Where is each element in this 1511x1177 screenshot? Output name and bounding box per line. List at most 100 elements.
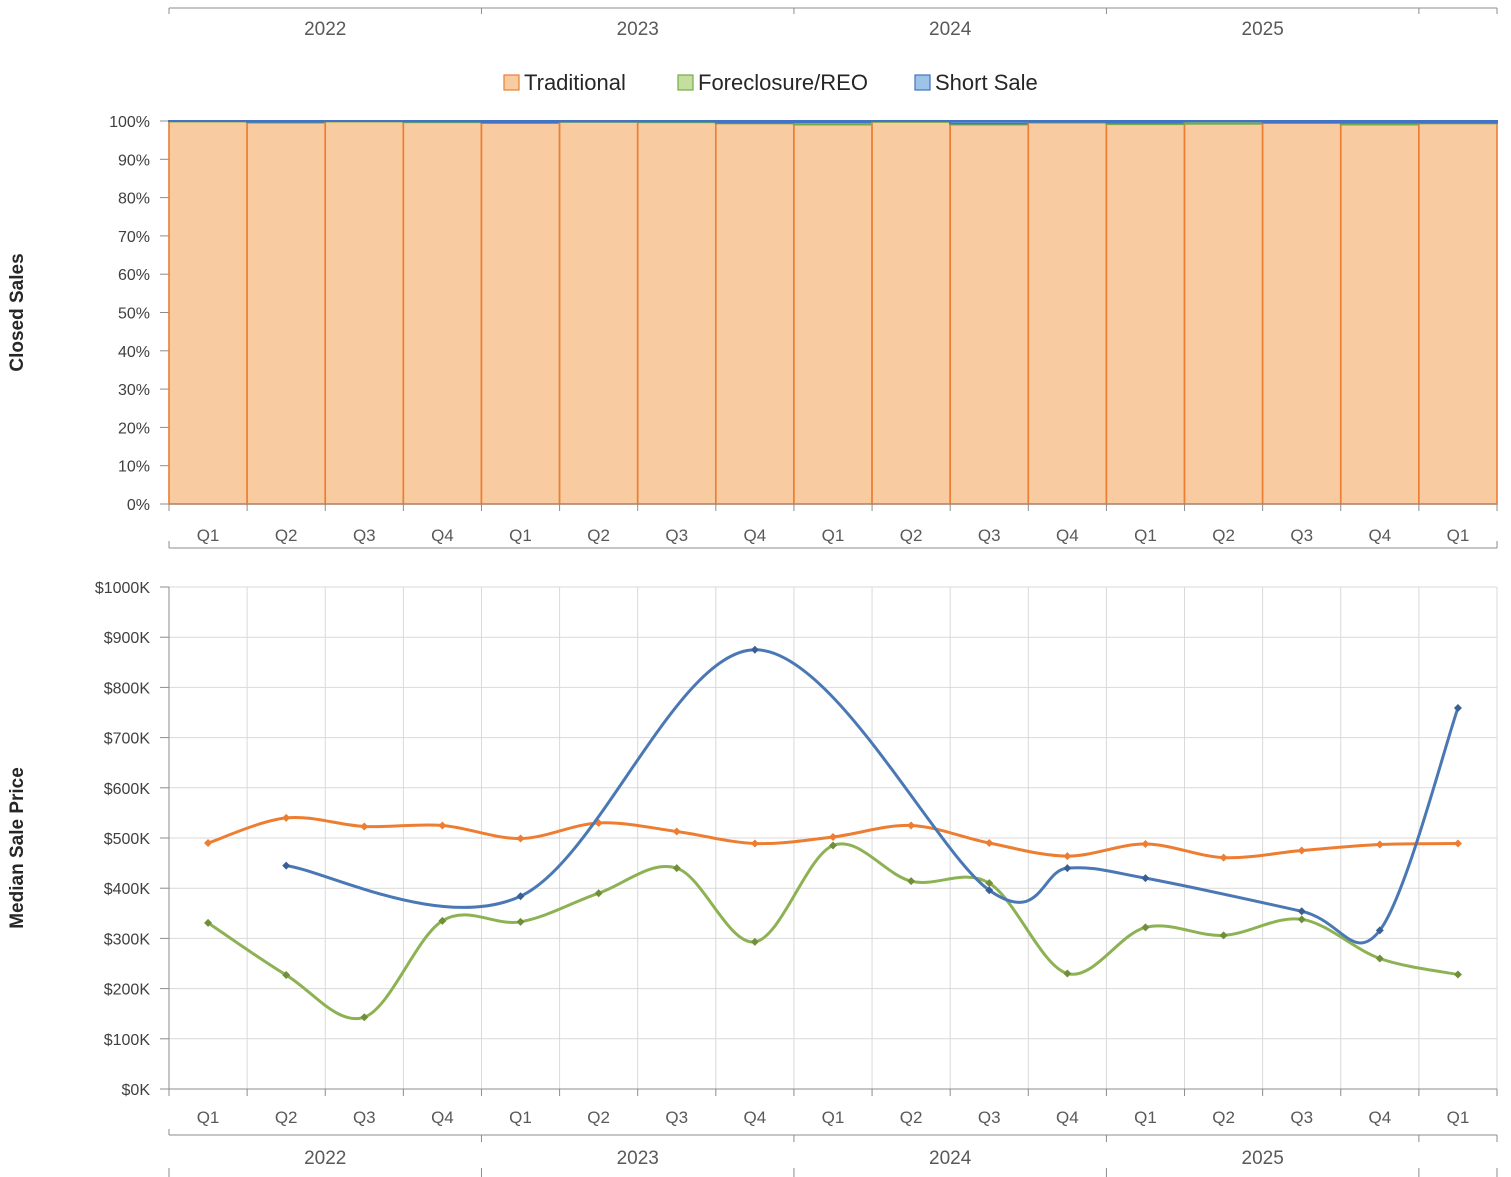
bar-9-traditional (871, 120, 951, 505)
point-traditional-15 (1375, 840, 1384, 849)
top-quarter-label: Q1 (197, 526, 220, 545)
bar-10-traditional (949, 123, 1030, 505)
top-quarter-label: Q4 (744, 526, 767, 545)
top-quarter-label: Q2 (900, 526, 923, 545)
closed-sales-stacked-bar-chart: Closed Sales 0% 10% 20% 30% 40% 50% 60% 70% 80% 90… (7, 114, 1498, 549)
bar-4-traditional (480, 122, 561, 505)
bar-3-traditional (402, 121, 483, 505)
bar-4-short-sale (480, 120, 561, 124)
top-y-axis-title: Closed Sales (7, 253, 28, 371)
point-foreclosure-reo-7 (750, 937, 759, 946)
top-y-tick-label: 50% (118, 306, 150, 323)
bottom-quarter-label: Q2 (275, 1108, 298, 1127)
top-quarter-label: Q2 (587, 526, 610, 545)
point-short-sale-14 (1297, 907, 1306, 916)
bottom-quarter-label: Q4 (1056, 1108, 1079, 1127)
bar-10-short-sale (949, 120, 1030, 125)
bottom-y-tick-label: $600K (104, 781, 151, 798)
top-quarter-label: Q3 (665, 526, 688, 545)
point-foreclosure-reo-8 (829, 841, 837, 850)
bottom-quarter-label: Q2 (900, 1108, 923, 1127)
point-short-sale-12 (1141, 874, 1150, 883)
bar-1-traditional (246, 121, 327, 505)
point-traditional-12 (1141, 840, 1150, 849)
bottom-y-tick-label: $500K (104, 831, 151, 848)
top-quarter-label: Q4 (1368, 526, 1391, 545)
top-quarter-label: Q3 (1290, 526, 1313, 545)
top-year-label: 2023 (617, 19, 659, 40)
point-foreclosure-reo-0 (204, 918, 213, 927)
top-y-tick-label: 60% (118, 267, 150, 284)
legend: Traditional Foreclosure/REO Short Sale (503, 70, 1038, 95)
bottom-y-tick-label: $300K (104, 931, 151, 948)
point-traditional-10 (985, 839, 994, 848)
bar-15-traditional (1339, 123, 1420, 505)
point-foreclosure-reo-16 (1453, 970, 1462, 979)
top-quarter-label: Q3 (353, 526, 376, 545)
top-y-tick-label: 100% (109, 114, 150, 131)
point-traditional-4 (516, 834, 525, 843)
point-traditional-0 (204, 839, 213, 848)
bottom-quarter-label: Q4 (1368, 1108, 1391, 1127)
bar-16-short-sale (1417, 120, 1498, 124)
top-quarter-label: Q1 (1134, 526, 1157, 545)
point-traditional-8 (829, 832, 837, 841)
bar-12-short-sale (1105, 120, 1186, 124)
point-foreclosure-reo-11 (1063, 969, 1072, 978)
top-year-label: 2024 (929, 19, 972, 40)
bottom-quarter-label: Q1 (1447, 1108, 1470, 1127)
point-foreclosure-reo-10 (985, 879, 994, 888)
top-y-tick-label: 0% (127, 497, 150, 514)
bottom-quarter-label: Q3 (1290, 1108, 1313, 1127)
legend-label-2: Short Sale (935, 70, 1038, 95)
legend-swatch-2 (914, 74, 931, 91)
point-short-sale-16 (1453, 703, 1462, 712)
bottom-quarter-label: Q2 (1212, 1108, 1235, 1127)
point-foreclosure-reo-2 (360, 1013, 369, 1022)
top-year-label: 2022 (304, 19, 346, 40)
bottom-quarter-label: Q4 (431, 1108, 454, 1127)
bottom-y-tick-label: $200K (104, 982, 151, 999)
top-y-tick-label: 90% (118, 152, 150, 169)
legend-label-1: Foreclosure/REO (698, 70, 868, 95)
point-short-sale-1 (282, 861, 291, 870)
point-traditional-14 (1297, 846, 1306, 855)
bottom-quarter-label: Q3 (665, 1108, 688, 1127)
top-year-axis: 2022 2023 2024 2025 (168, 7, 1498, 40)
bar-11-short-sale (1027, 120, 1108, 123)
bottom-year-label: 2022 (304, 1148, 346, 1169)
bottom-y-tick-label: $400K (104, 881, 151, 898)
top-y-tick-label: 70% (118, 229, 150, 246)
bottom-quarter-label: Q3 (978, 1108, 1001, 1127)
point-foreclosure-reo-12 (1141, 923, 1150, 932)
bar-12-traditional (1105, 123, 1186, 505)
point-foreclosure-reo-1 (282, 971, 291, 980)
bottom-quarter-label: Q1 (197, 1108, 220, 1127)
legend-label-0: Traditional (524, 70, 626, 95)
bar-1-short-sale (246, 120, 327, 123)
point-traditional-1 (282, 813, 291, 822)
top-quarter-label: Q4 (1056, 526, 1079, 545)
bar-0-traditional (168, 120, 248, 505)
point-traditional-9 (907, 821, 916, 830)
bottom-quarter-label: Q3 (353, 1108, 376, 1127)
bottom-y-tick-label: $100K (104, 1032, 151, 1049)
point-traditional-11 (1063, 852, 1072, 861)
top-y-tick-label: 30% (118, 382, 150, 399)
top-y-tick-label: 10% (118, 459, 150, 476)
top-y-tick-label: 80% (118, 191, 150, 208)
bar-8-traditional (793, 123, 873, 505)
bar-7-traditional (715, 122, 795, 505)
top-y-tick-label: 40% (118, 344, 150, 361)
bottom-y-tick-label: $700K (104, 731, 151, 748)
bar-8-short-sale (792, 120, 874, 124)
bottom-y-tick-label: $900K (104, 630, 151, 647)
point-foreclosure-reo-3 (438, 916, 447, 925)
bottom-quarter-label: Q2 (587, 1108, 610, 1127)
bar-15-short-sale (1339, 120, 1420, 124)
bottom-quarter-label: Q1 (1134, 1108, 1157, 1127)
top-quarter-label: Q1 (822, 526, 845, 545)
point-foreclosure-reo-9 (907, 877, 916, 886)
bar-2-traditional (324, 120, 405, 505)
